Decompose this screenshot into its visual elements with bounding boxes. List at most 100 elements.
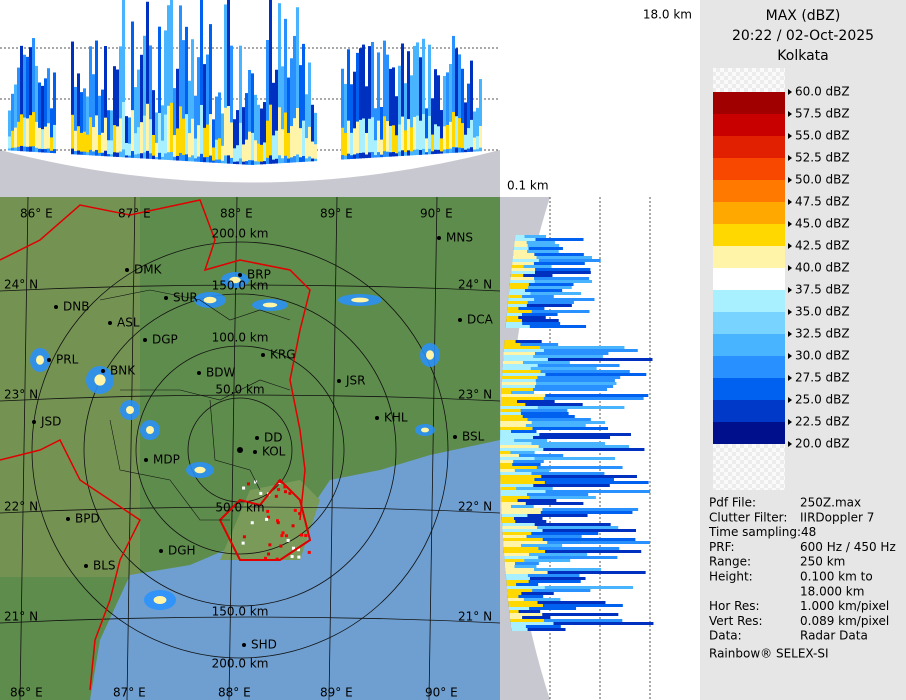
map: 86° E 86° E 87° E 87° E 88° E 88° E 89° E 89° E… — [0, 197, 500, 700]
echo-row — [506, 313, 558, 316]
place-dot — [101, 369, 105, 373]
echo-core — [502, 523, 535, 526]
echo-core — [509, 289, 526, 292]
echo-core — [509, 283, 529, 286]
legend-swatch — [713, 400, 785, 422]
lon-label: 90° E — [425, 686, 458, 700]
echo-column — [404, 83, 407, 156]
legend-label: 40.0 dBZ — [795, 261, 850, 275]
echo-core — [500, 400, 518, 403]
echo-core — [508, 292, 531, 295]
echo-core — [419, 120, 422, 150]
echo-row — [502, 532, 599, 535]
echo-core — [508, 298, 535, 301]
echo-row — [509, 283, 574, 286]
echo-core — [512, 262, 534, 265]
echo-core — [392, 125, 395, 153]
echo-row — [506, 316, 546, 319]
echo-core — [236, 145, 239, 162]
echo-core — [500, 427, 533, 430]
echo-cell — [300, 533, 304, 537]
echo-core — [314, 144, 317, 159]
info-value: 250Z.max — [800, 496, 861, 510]
echo-column — [80, 92, 83, 155]
echo-core — [501, 379, 536, 382]
ring-label: 150.0 km — [212, 605, 269, 619]
echo-row — [500, 442, 605, 445]
echo-row — [503, 349, 638, 352]
legend-arrow — [788, 419, 792, 425]
echo-core — [347, 120, 350, 154]
place-dot — [47, 358, 51, 362]
place-dot — [197, 371, 201, 375]
echo-core — [161, 140, 164, 157]
echo-core — [425, 138, 428, 153]
echo-core — [344, 132, 347, 156]
echo-core — [302, 120, 305, 156]
echo-row — [501, 385, 614, 388]
echo-core — [504, 556, 539, 559]
legend-swatch — [713, 136, 785, 158]
echo-core — [507, 592, 522, 595]
echo-column — [419, 57, 422, 155]
echo-core — [501, 520, 516, 523]
echo-core — [164, 114, 167, 154]
echo-core — [500, 406, 538, 409]
echo-core — [371, 117, 374, 152]
echo-row — [502, 361, 570, 364]
echo-core — [501, 397, 544, 400]
echo-core — [125, 143, 128, 156]
echo-row — [501, 379, 615, 382]
echo-core — [116, 126, 119, 153]
legend-arrow — [788, 133, 792, 139]
echo-core — [502, 367, 531, 370]
place-label: BNK — [110, 364, 136, 378]
place-dot — [437, 236, 441, 240]
echo-core — [119, 118, 122, 152]
echo-cell — [267, 552, 271, 556]
echo-row — [500, 415, 575, 418]
echo-column — [23, 54, 26, 152]
echo-column — [41, 85, 44, 153]
echo-row — [508, 601, 606, 604]
legend-arrow — [788, 397, 792, 403]
echo-core — [362, 118, 365, 153]
echo-column — [98, 95, 101, 156]
echo-core — [110, 140, 113, 155]
echo-core — [512, 256, 537, 259]
echo-core — [44, 126, 47, 149]
info-value: 18.000 km — [800, 584, 864, 598]
echo-column — [149, 45, 152, 159]
echo-core — [503, 349, 544, 352]
echo-core — [440, 138, 443, 152]
ring-label: 50.0 km — [215, 501, 264, 515]
echo-column — [425, 108, 428, 155]
echo-cell — [276, 519, 280, 523]
place-dot — [453, 435, 457, 439]
place-label: BRP — [247, 268, 271, 282]
echo-core — [341, 127, 344, 155]
echo-core — [94, 374, 106, 386]
echo-row — [500, 481, 649, 484]
echo-core — [239, 122, 242, 159]
echo-row — [500, 475, 637, 478]
place-label: PRL — [56, 353, 79, 367]
height-bottom: 0.1 km — [507, 179, 549, 193]
echo-core — [502, 364, 538, 367]
info-value: 1.000 km/pixel — [800, 599, 889, 613]
echo-row — [501, 394, 649, 397]
echo-column — [155, 112, 158, 160]
info-label: Hor Res: — [709, 599, 760, 613]
echo-row — [508, 292, 582, 295]
echo-core — [479, 125, 482, 148]
echo-core — [501, 505, 511, 508]
echo-row — [500, 427, 609, 430]
echo-core — [101, 132, 104, 153]
echo-core — [503, 541, 548, 544]
echo-column — [401, 43, 404, 156]
echo-core — [8, 136, 11, 149]
echo-core — [511, 268, 536, 271]
echo-core — [464, 134, 467, 150]
echo-core — [107, 140, 110, 155]
ring-label: 50.0 km — [215, 383, 264, 397]
